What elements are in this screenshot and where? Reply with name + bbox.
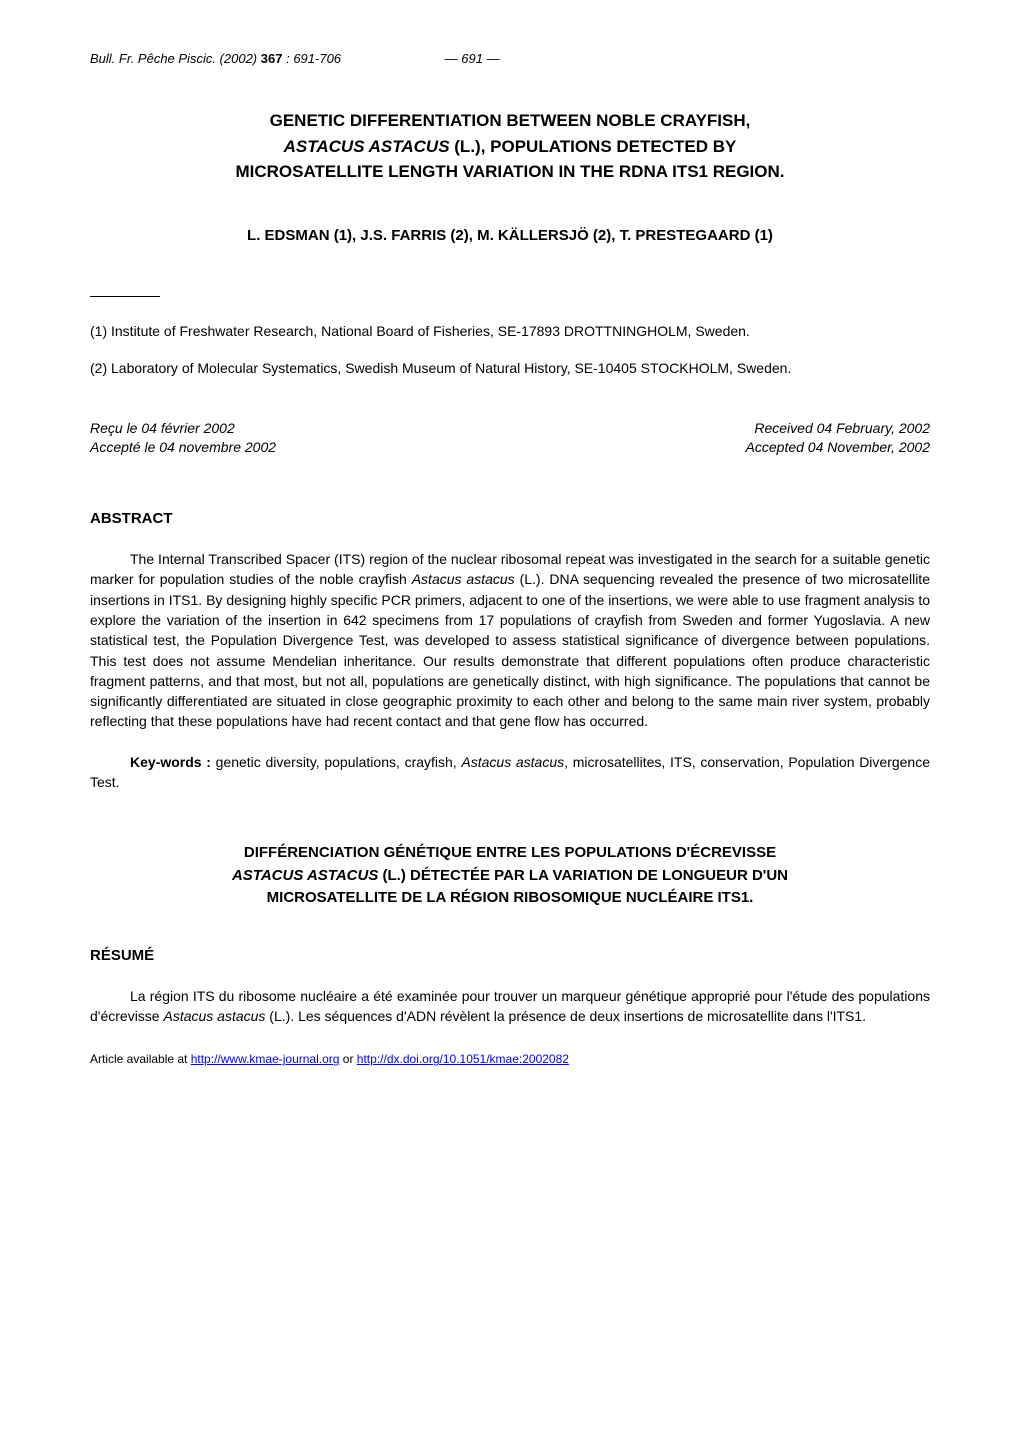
resume-text-2: (L.). Les séquences d'ADN révèlent la pr… — [265, 1008, 866, 1024]
title-line-3: MICROSATELLITE LENGTH VARIATION IN THE R… — [235, 162, 784, 181]
footer-prefix: Article available at — [90, 1052, 191, 1066]
affiliation-2: (2) Laboratory of Molecular Systematics,… — [90, 359, 930, 379]
dates-english: Received 04 February, 2002 Accepted 04 N… — [746, 419, 930, 458]
abstract-body: The Internal Transcribed Spacer (ITS) re… — [90, 549, 930, 732]
issue-number: 367 — [261, 51, 283, 66]
resume-heading: RÉSUMÉ — [90, 945, 930, 966]
keywords-block: Key-words : genetic diversity, populatio… — [90, 752, 930, 793]
title-line-2-rest: (L.), POPULATIONS DETECTED BY — [450, 137, 737, 156]
running-header: Bull. Fr. Pêche Piscic. (2002) 367 : 691… — [90, 50, 930, 68]
journal-name: Bull. Fr. Pêche Piscic. (2002) — [90, 51, 257, 66]
keywords-species: Astacus astacus — [461, 754, 564, 770]
received-date-fr: Reçu le 04 février 2002 — [90, 419, 276, 439]
keywords-label: Key-words : — [130, 754, 211, 770]
fr-title-line-3: MICROSATELLITE DE LA RÉGION RIBOSOMIQUE … — [267, 889, 754, 906]
page-range: : 691-706 — [286, 51, 341, 66]
footer-middle: or — [339, 1052, 356, 1066]
doi-link[interactable]: http://dx.doi.org/10.1051/kmae:2002082 — [357, 1052, 569, 1066]
affiliation-1: (1) Institute of Freshwater Research, Na… — [90, 322, 930, 342]
french-title: DIFFÉRENCIATION GÉNÉTIQUE ENTRE LES POPU… — [90, 842, 930, 910]
title-species: ASTACUS ASTACUS — [284, 137, 450, 156]
fr-title-species: ASTACUS ASTACUS — [232, 867, 378, 884]
section-divider — [90, 296, 160, 297]
dates-block: Reçu le 04 février 2002 Accepté le 04 no… — [90, 419, 930, 458]
author-list: L. EDSMAN (1), J.S. FARRIS (2), M. KÄLLE… — [90, 225, 930, 246]
title-line-1: GENETIC DIFFERENTIATION BETWEEN NOBLE CR… — [270, 111, 751, 130]
resume-body: La région ITS du ribosome nucléaire a ét… — [90, 986, 930, 1027]
fr-title-line-2-rest: (L.) DÉTECTÉE PAR LA VARIATION DE LONGUE… — [378, 867, 788, 884]
abstract-text-2: (L.). DNA sequencing revealed the presen… — [90, 571, 930, 729]
abstract-species: Astacus astacus — [412, 571, 515, 587]
abstract-heading: ABSTRACT — [90, 508, 930, 529]
page-marker: — 691 — — [445, 50, 500, 68]
dates-french: Reçu le 04 février 2002 Accepté le 04 no… — [90, 419, 276, 458]
keywords-text-1: genetic diversity, populations, crayfish… — [211, 754, 461, 770]
accepted-date-en: Accepted 04 November, 2002 — [746, 438, 930, 458]
accepted-date-fr: Accepté le 04 novembre 2002 — [90, 438, 276, 458]
fr-title-line-1: DIFFÉRENCIATION GÉNÉTIQUE ENTRE LES POPU… — [244, 844, 776, 861]
received-date-en: Received 04 February, 2002 — [746, 419, 930, 439]
article-availability: Article available at http://www.kmae-jou… — [90, 1051, 930, 1068]
article-title: GENETIC DIFFERENTIATION BETWEEN NOBLE CR… — [90, 108, 930, 185]
journal-url-link[interactable]: http://www.kmae-journal.org — [191, 1052, 340, 1066]
resume-species: Astacus astacus — [163, 1008, 265, 1024]
